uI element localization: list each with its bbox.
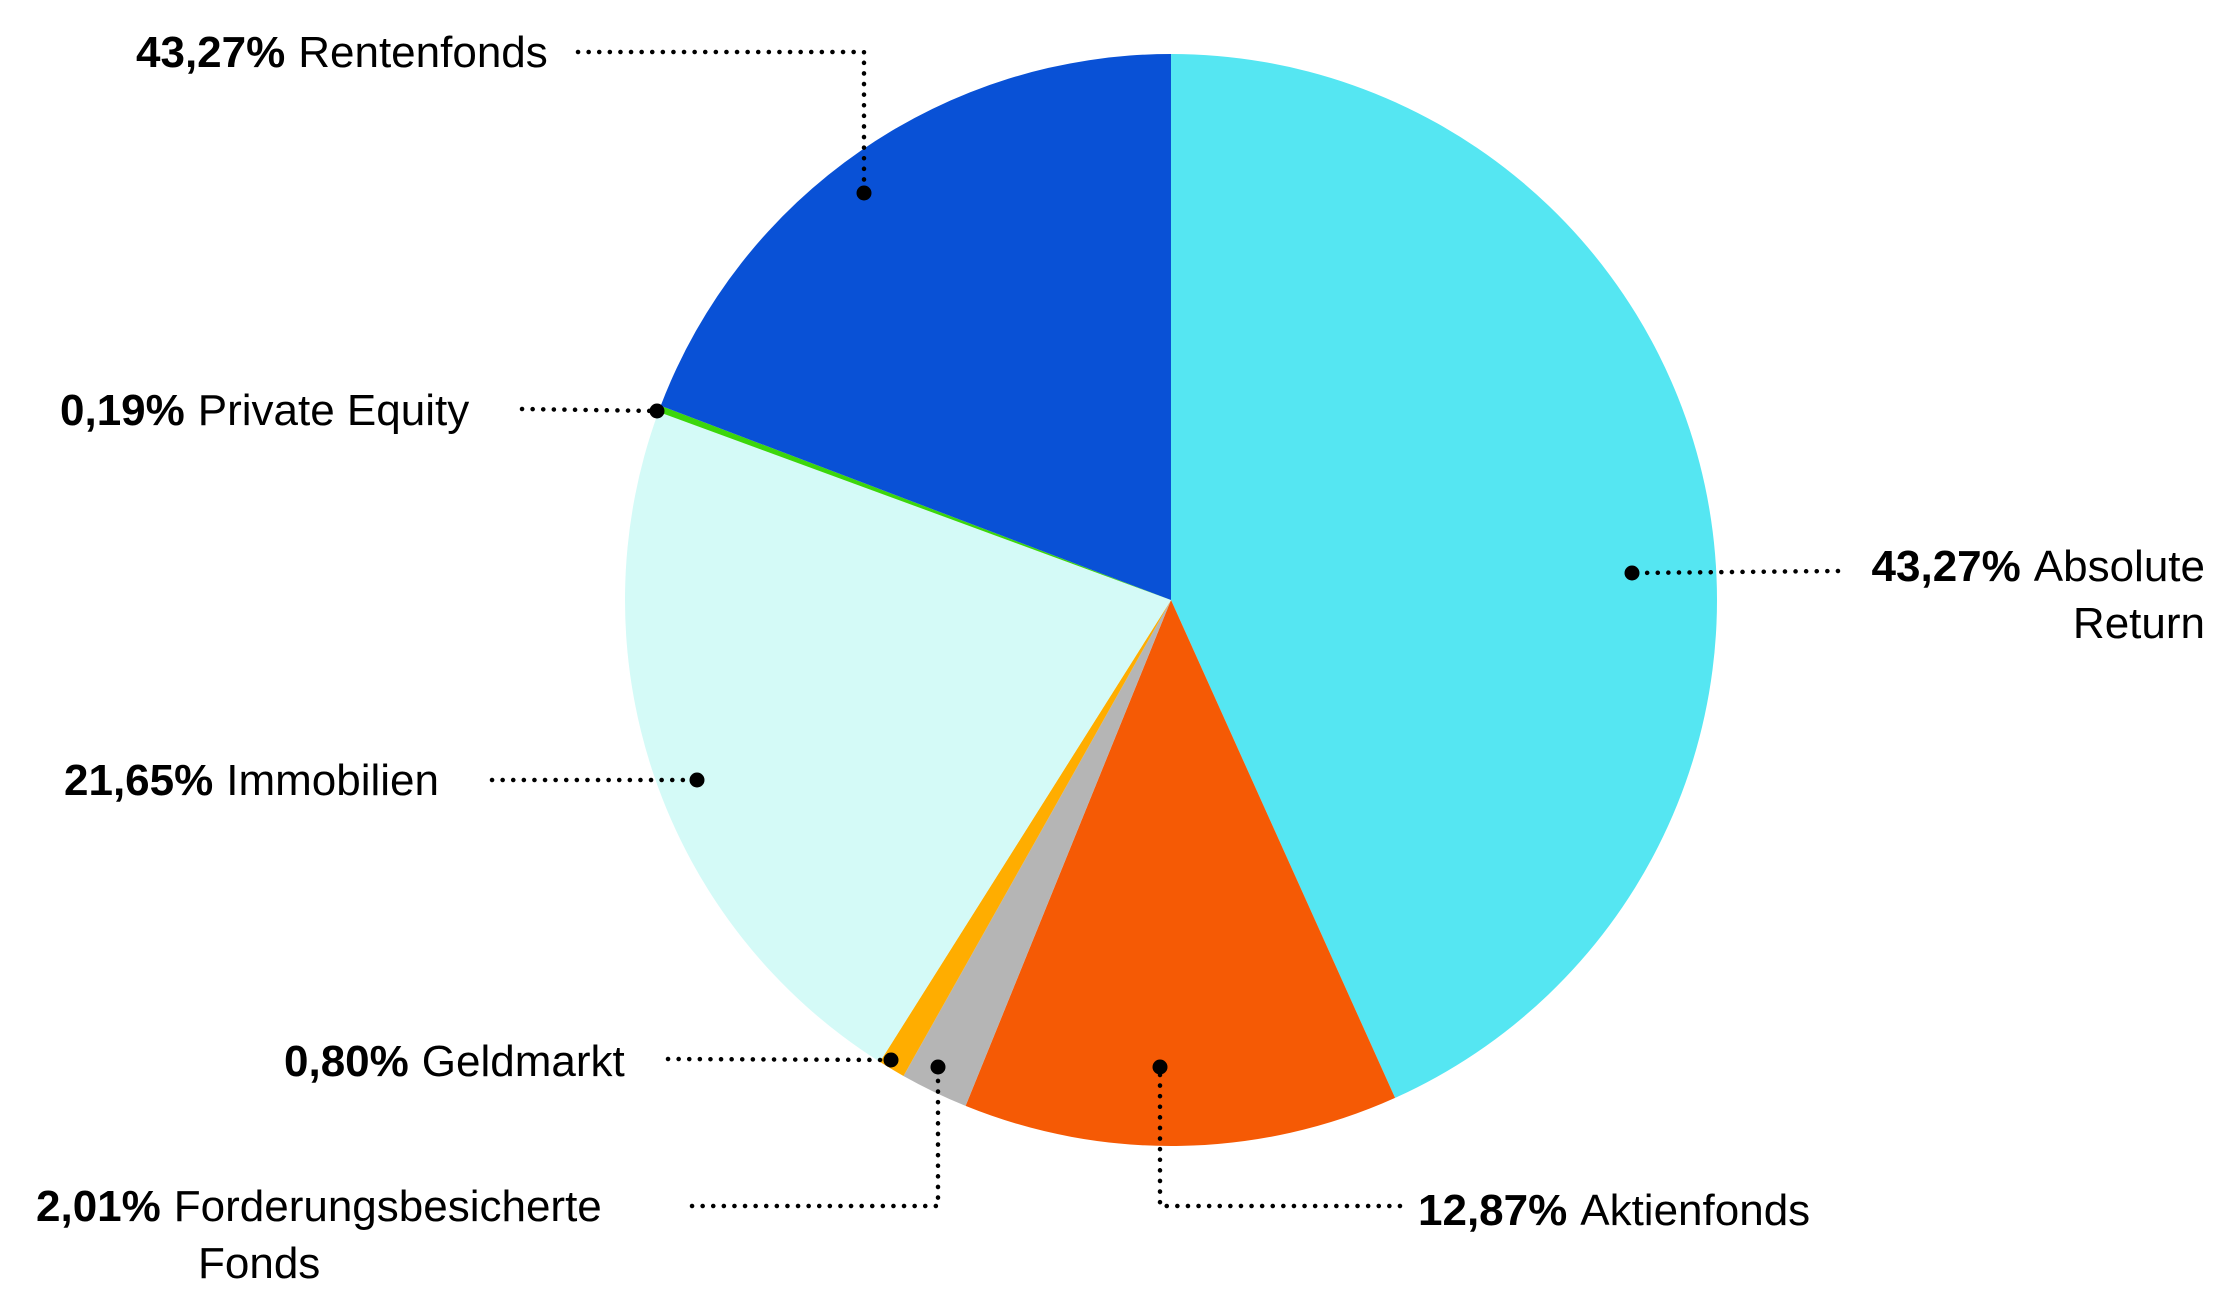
label-forderungsbesicherte-value: 2,01% (36, 1182, 161, 1231)
leader-line-private-equity (519, 406, 660, 414)
label-absolute-return-name-line1: Absolute (2033, 542, 2205, 591)
leader-line-rentenfonds (575, 49, 867, 196)
label-absolute-return-value: 43,27% (1871, 542, 2021, 591)
label-absolute-return-line2: Return (1872, 595, 2205, 652)
leader-dot-private-equity (649, 403, 665, 419)
pie-slice-forderungsbesicherte-fonds (903, 600, 1171, 1106)
label-absolute-return-name-line2: Return (2072, 599, 2205, 648)
label-forderungsbesicherte-line1: 2,01% Forderungsbesicherte (36, 1178, 602, 1235)
label-immobilien: 21,65% Immobilien (64, 752, 439, 809)
leader-line-forderungsbesicherte-fonds (689, 1064, 941, 1209)
label-rentenfonds: 43,27% Rentenfonds (136, 24, 548, 81)
label-aktienfonds-name: Aktienfonds (1580, 1186, 1811, 1235)
pie-slice-private-equity (658, 405, 1171, 600)
pie-slice-absolute-return (1171, 54, 1717, 1098)
leader-line-geldmarkt (665, 1056, 894, 1063)
leader-dot-rentenfonds (856, 185, 872, 201)
label-forderungsbesicherte-name-line2: Fonds (198, 1239, 321, 1288)
label-private-equity-name: Private Equity (197, 386, 470, 435)
leader-dot-aktienfonds (1152, 1059, 1168, 1075)
label-private-equity: 0,19% Private Equity (60, 382, 469, 439)
label-private-equity-value: 0,19% (60, 386, 185, 435)
leader-dot-forderungsbesicherte-fonds (930, 1059, 946, 1075)
label-immobilien-name: Immobilien (226, 756, 439, 805)
pie-slice-geldmarkt (879, 600, 1171, 1076)
label-rentenfonds-name: Rentenfonds (298, 28, 548, 77)
leader-dot-absolute-return (1624, 565, 1640, 581)
pie-slice-aktienfonds (965, 600, 1396, 1146)
leader-dot-geldmarkt (883, 1052, 899, 1068)
pie-slice-immobilien (625, 411, 1171, 1062)
label-forderungsbesicherte-name-line1: Forderungsbesicherte (173, 1182, 602, 1231)
label-geldmarkt-value: 0,80% (284, 1037, 409, 1086)
label-absolute-return: 43,27% Absolute Return (1872, 538, 2205, 652)
label-absolute-return-line1: 43,27% Absolute (1872, 538, 2205, 595)
label-geldmarkt-name: Geldmarkt (421, 1037, 625, 1086)
label-forderungsbesicherte-line2: Fonds (198, 1235, 602, 1292)
label-rentenfonds-value: 43,27% (136, 28, 286, 77)
leader-dot-immobilien (689, 772, 705, 788)
label-forderungsbesicherte-fonds: 2,01% Forderungsbesicherte Fonds (36, 1178, 602, 1292)
label-immobilien-value: 21,65% (64, 756, 214, 805)
label-geldmarkt: 0,80% Geldmarkt (284, 1033, 625, 1090)
label-aktienfonds: 12,87% Aktienfonds (1418, 1182, 1810, 1239)
label-aktienfonds-value: 12,87% (1418, 1186, 1568, 1235)
leader-line-absolute-return (1629, 568, 1841, 576)
pie-slice-rentenfonds (660, 53, 1171, 600)
